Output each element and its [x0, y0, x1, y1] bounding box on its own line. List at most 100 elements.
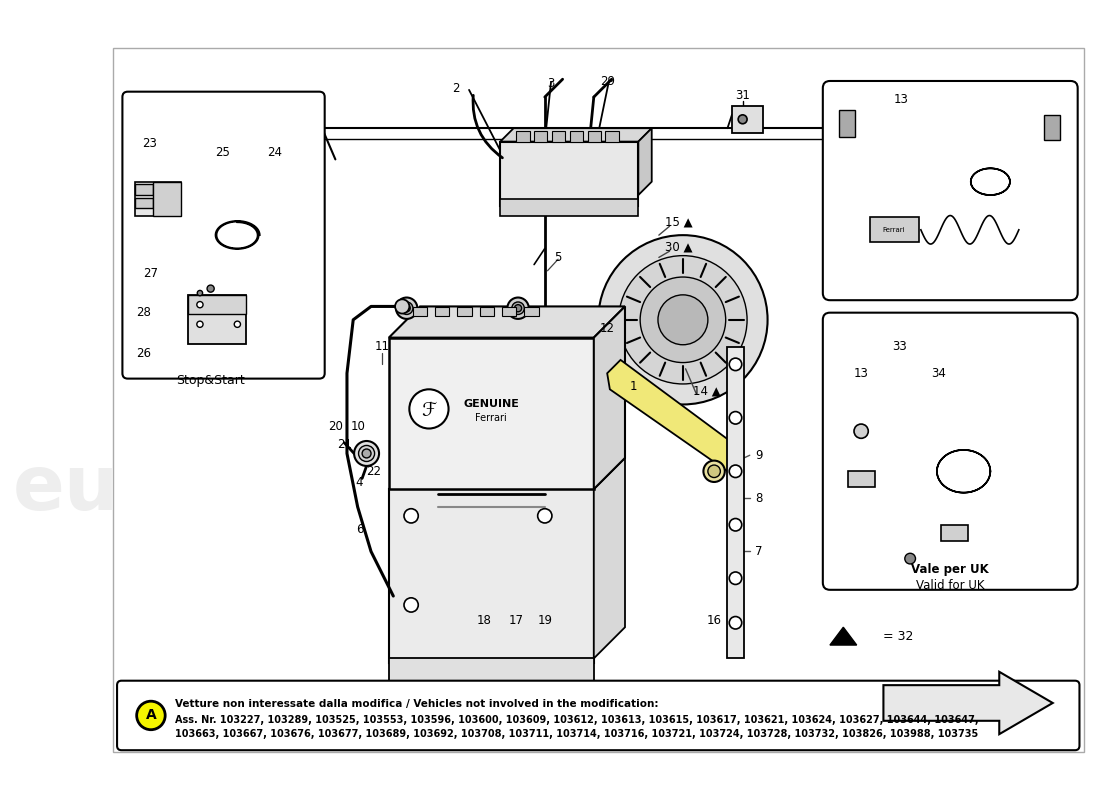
- Text: ℱ: ℱ: [421, 401, 437, 420]
- Text: 2: 2: [452, 82, 460, 94]
- Bar: [732, 106, 763, 133]
- Polygon shape: [500, 128, 651, 142]
- Text: 4: 4: [355, 476, 363, 490]
- Text: 13: 13: [854, 366, 869, 380]
- Bar: [135, 182, 182, 215]
- Text: Vetture non interessate dalla modifica / Vehicles not involved in the modificati: Vetture non interessate dalla modifica /…: [175, 699, 659, 710]
- Text: 1: 1: [630, 380, 638, 393]
- Circle shape: [395, 299, 409, 314]
- Text: 20: 20: [328, 420, 343, 434]
- Polygon shape: [883, 672, 1053, 734]
- Text: 3: 3: [548, 77, 554, 90]
- Circle shape: [854, 424, 868, 438]
- Circle shape: [729, 411, 741, 424]
- Circle shape: [197, 321, 204, 327]
- Text: 23: 23: [143, 137, 157, 150]
- Text: 13: 13: [894, 93, 909, 106]
- Bar: [436, 307, 450, 316]
- Polygon shape: [830, 627, 857, 645]
- Circle shape: [905, 554, 915, 564]
- Circle shape: [197, 290, 202, 296]
- Circle shape: [538, 509, 552, 523]
- Text: Ass. Nr. 103227, 103289, 103525, 103553, 103596, 103600, 103609, 103612, 103613,: Ass. Nr. 103227, 103289, 103525, 103553,…: [175, 714, 979, 725]
- Text: 27: 27: [143, 267, 158, 280]
- FancyBboxPatch shape: [823, 313, 1078, 590]
- Circle shape: [396, 298, 417, 319]
- Bar: [839, 110, 855, 137]
- Polygon shape: [389, 458, 625, 489]
- Text: Valid for UK: Valid for UK: [916, 579, 984, 592]
- Bar: [188, 295, 246, 314]
- Text: 10: 10: [350, 420, 365, 434]
- Bar: [570, 131, 583, 142]
- Circle shape: [658, 295, 708, 345]
- Text: 30 ▲: 30 ▲: [664, 240, 692, 254]
- Text: A: A: [145, 709, 156, 722]
- Circle shape: [403, 305, 410, 312]
- Bar: [135, 198, 153, 209]
- Bar: [525, 307, 539, 316]
- Circle shape: [207, 285, 215, 292]
- Circle shape: [404, 509, 418, 523]
- Text: 8: 8: [755, 491, 762, 505]
- Circle shape: [136, 701, 165, 730]
- Text: 31: 31: [735, 89, 750, 102]
- Text: 17: 17: [509, 614, 524, 627]
- Text: 33: 33: [892, 340, 906, 353]
- Text: 16: 16: [706, 614, 722, 627]
- Circle shape: [409, 390, 449, 429]
- Bar: [848, 471, 874, 487]
- Circle shape: [729, 465, 741, 478]
- Circle shape: [359, 446, 375, 462]
- Bar: [135, 184, 153, 195]
- Text: 14 ▲: 14 ▲: [693, 385, 720, 398]
- Polygon shape: [594, 306, 625, 489]
- Bar: [389, 658, 594, 681]
- Text: 18: 18: [476, 614, 492, 627]
- Circle shape: [354, 441, 379, 466]
- Text: 34: 34: [932, 366, 946, 380]
- FancyBboxPatch shape: [117, 681, 1079, 750]
- Bar: [412, 307, 427, 316]
- Text: = 32: = 32: [883, 630, 914, 642]
- Text: 6: 6: [355, 522, 363, 536]
- Bar: [535, 131, 548, 142]
- Text: Ferrari: Ferrari: [883, 226, 905, 233]
- Bar: [516, 131, 529, 142]
- Circle shape: [400, 302, 412, 314]
- Bar: [870, 218, 920, 242]
- Text: 11: 11: [374, 340, 389, 353]
- Circle shape: [729, 518, 741, 531]
- Bar: [727, 346, 744, 658]
- Bar: [500, 199, 638, 215]
- Circle shape: [729, 358, 741, 370]
- Text: 25: 25: [214, 146, 230, 158]
- Circle shape: [619, 256, 747, 384]
- Circle shape: [515, 305, 521, 312]
- Bar: [389, 489, 594, 663]
- Bar: [552, 131, 565, 142]
- FancyBboxPatch shape: [823, 81, 1078, 300]
- Bar: [587, 131, 601, 142]
- Text: Vale per UK: Vale per UK: [912, 563, 989, 576]
- Text: Ferrari: Ferrari: [475, 413, 507, 423]
- Circle shape: [234, 321, 241, 327]
- Bar: [153, 182, 182, 215]
- Text: GENUINE: GENUINE: [463, 399, 519, 410]
- Text: 12: 12: [600, 322, 615, 335]
- Text: Stop&Start: Stop&Start: [176, 374, 245, 387]
- FancyBboxPatch shape: [122, 92, 324, 378]
- Bar: [1044, 115, 1060, 140]
- Circle shape: [512, 302, 525, 314]
- Bar: [389, 338, 594, 489]
- Polygon shape: [638, 128, 651, 195]
- Circle shape: [708, 465, 720, 478]
- Bar: [502, 307, 516, 316]
- Bar: [605, 131, 619, 142]
- Text: 5: 5: [554, 251, 562, 264]
- Text: passion for parts since 1985: passion for parts since 1985: [276, 442, 707, 606]
- Text: 24: 24: [267, 146, 283, 158]
- Circle shape: [703, 461, 725, 482]
- Circle shape: [362, 449, 371, 458]
- Text: 26: 26: [136, 347, 152, 360]
